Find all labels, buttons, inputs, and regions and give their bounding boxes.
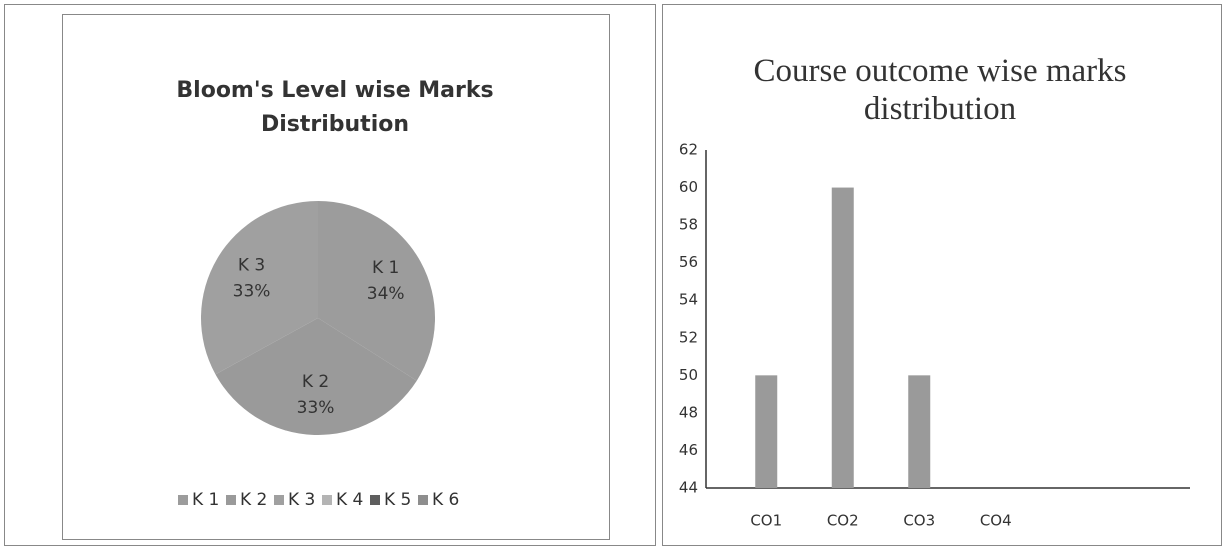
pie-title: Bloom's Level wise Marks Distribution xyxy=(176,78,494,137)
slice-category-label: K 3 xyxy=(238,256,265,276)
y-tick-label: 48 xyxy=(679,403,698,421)
x-tick-label: CO4 xyxy=(980,512,1012,530)
legend-label: K 1 xyxy=(192,490,219,510)
slice-value-label: 33% xyxy=(233,282,271,302)
y-tick-label: 58 xyxy=(679,216,698,234)
x-tick-label: CO1 xyxy=(750,512,782,530)
y-tick-label: 56 xyxy=(679,253,698,271)
left-panel xyxy=(4,4,656,546)
y-tick-label: 52 xyxy=(679,328,698,346)
y-tick-label: 50 xyxy=(679,366,698,384)
legend-label: K 2 xyxy=(240,490,267,510)
y-tick-label: 44 xyxy=(679,479,698,497)
slice-category-label: K 1 xyxy=(372,258,399,278)
x-tick-label: CO2 xyxy=(827,512,859,530)
pie-chart-area xyxy=(62,14,610,540)
bar xyxy=(831,187,854,489)
legend-swatch xyxy=(418,495,428,505)
legend-label: K 3 xyxy=(288,490,315,510)
legend-label: K 5 xyxy=(384,490,411,510)
legend-label: K 6 xyxy=(432,490,459,510)
y-tick-label: 60 xyxy=(679,178,698,196)
y-tick-label: 54 xyxy=(679,291,698,309)
legend-label: K 4 xyxy=(336,490,363,510)
bar xyxy=(908,375,931,488)
y-tick-label: 62 xyxy=(679,141,698,159)
right-panel xyxy=(662,4,1222,546)
legend-swatch xyxy=(226,495,236,505)
pie-slice xyxy=(318,201,436,381)
legend-swatch xyxy=(322,495,332,505)
pie-slice xyxy=(200,201,318,375)
slice-value-label: 33% xyxy=(297,398,335,418)
legend-swatch xyxy=(370,495,380,505)
slice-value-label: 34% xyxy=(367,284,405,304)
pie-slice xyxy=(215,318,417,436)
legend-swatch xyxy=(178,495,188,505)
y-tick-label: 46 xyxy=(679,441,698,459)
bar-title: Course outcome wise marks distribution xyxy=(753,53,1127,127)
slice-category-label: K 2 xyxy=(302,372,329,392)
bar xyxy=(755,375,778,488)
legend-swatch xyxy=(274,495,284,505)
x-tick-label: CO3 xyxy=(903,512,935,530)
